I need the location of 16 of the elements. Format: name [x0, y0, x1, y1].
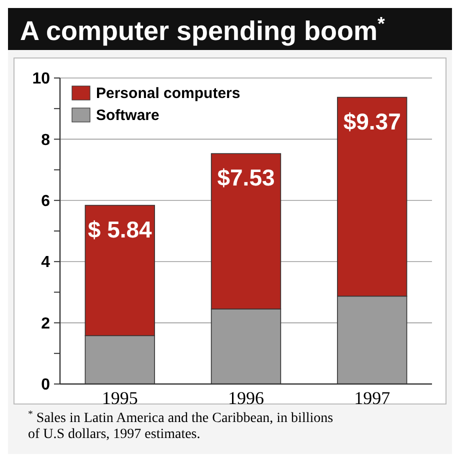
- x-tick-label: 1995: [102, 388, 138, 408]
- legend-label: Personal computers: [96, 85, 240, 102]
- y-tick-label: 0: [41, 376, 50, 394]
- text: $^{*}$ Sales in Latin America and the Caribbean, in billions of U.S dollars, 1997 estimates.: [28, 408, 334, 442]
- y-tick-label: 10: [32, 70, 50, 88]
- legend-label: Software: [96, 107, 160, 124]
- x-tick-label: 1997: [354, 388, 390, 408]
- y-tick-label: 6: [41, 193, 50, 210]
- total-label: $ 5.84: [88, 216, 152, 242]
- chart-title: A computer spending boom$^{*}$: [20, 14, 386, 46]
- total-label: $7.53: [217, 164, 275, 191]
- total-label: $9.37: [343, 108, 401, 134]
- y-tick-label: 8: [41, 132, 50, 149]
- y-tick-label: 2: [41, 315, 50, 332]
- y-tick-label: 4: [41, 254, 50, 272]
- x-tick-label: 1996: [228, 388, 264, 408]
